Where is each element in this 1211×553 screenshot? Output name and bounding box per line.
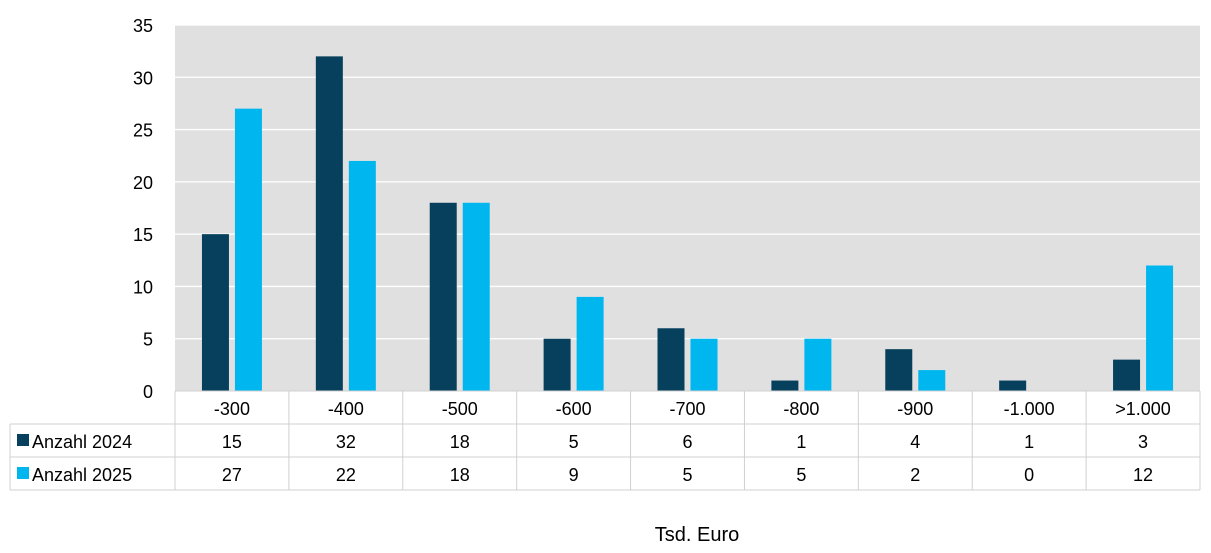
x-tick-label: -800 [783,399,819,419]
table-value: 4 [910,432,920,452]
x-tick-label: -1.000 [1004,399,1055,419]
bar-series-1 [543,338,571,391]
table-value: 0 [1024,465,1034,485]
x-tick-label: -600 [556,399,592,419]
table-value: 1 [796,432,806,452]
y-tick-label: 35 [133,16,153,36]
data-table: -300 -400 -500 -600 -700 -800 -900 -1.000 >1.000… [9,390,1201,491]
legend-swatch [17,434,29,446]
bar-series-1 [657,328,685,391]
x-tick-label: -900 [897,399,933,419]
table-value: 18 [450,432,470,452]
x-tick-label: >1.000 [1115,399,1171,419]
plot-area [175,25,1200,391]
table-value: 27 [222,465,242,485]
bar-series-1 [315,56,343,391]
table-value: 2 [910,465,920,485]
table-value: 5 [569,432,579,452]
y-tick-label: 15 [133,225,153,245]
x-tick-label: -300 [214,399,250,419]
bar-series-2 [234,108,262,392]
legend-swatch [17,467,29,479]
table-value: 18 [450,465,470,485]
bar-series-2 [690,338,718,391]
bar-series-2 [1146,265,1174,391]
table-value: 22 [336,465,356,485]
legend-label: Anzahl 2024 [32,432,132,452]
y-axis: 0 5 10 15 20 25 30 35 [133,16,153,402]
table-value: 6 [682,432,692,452]
bar-series-1 [429,202,457,391]
bar-series-2 [462,202,490,391]
y-tick-label: 0 [143,382,153,402]
y-tick-label: 25 [133,121,153,141]
y-tick-label: 30 [133,68,153,88]
x-tick-label: -400 [328,399,364,419]
y-tick-label: 5 [143,330,153,350]
bar-series-2 [348,160,376,391]
table-value: 5 [682,465,692,485]
bar-series-2 [576,296,604,391]
bars [201,56,1174,392]
bar-series-1 [999,380,1027,391]
bar-series-1 [771,380,799,391]
table-value: 32 [336,432,356,452]
bar-series-1 [1113,359,1141,391]
bar-series-2 [918,370,946,391]
table-value: 1 [1024,432,1034,452]
table-value: 15 [222,432,242,452]
x-tick-label: -700 [669,399,705,419]
bar-series-1 [201,234,229,391]
table-value: 5 [796,465,806,485]
y-tick-label: 10 [133,277,153,297]
bar-series-2 [804,338,832,391]
x-axis-title: Tsd. Euro [655,524,739,546]
table-value: 9 [569,465,579,485]
table-value: 12 [1133,465,1153,485]
y-tick-label: 20 [133,173,153,193]
bar-series-1 [885,349,913,391]
x-tick-label: -500 [442,399,478,419]
legend-label: Anzahl 2025 [32,465,132,485]
gridlines [175,24,1200,340]
table-value: 3 [1138,432,1148,452]
